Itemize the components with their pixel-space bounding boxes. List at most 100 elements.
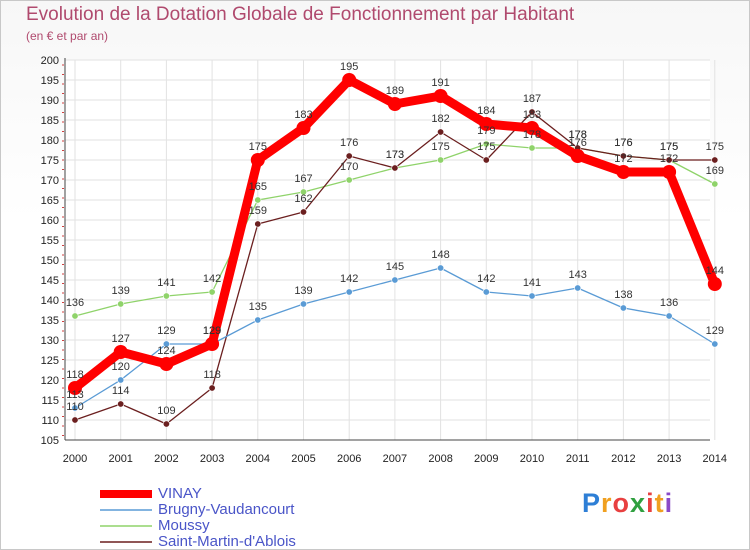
y-tick-label: 135 xyxy=(41,315,59,327)
data-point xyxy=(117,300,125,308)
data-label: 182 xyxy=(431,113,449,125)
y-tick-label: 150 xyxy=(41,255,59,267)
data-point xyxy=(433,89,448,103)
data-label: 183 xyxy=(294,109,312,121)
data-label: 129 xyxy=(203,325,221,337)
data-point xyxy=(707,277,722,291)
data-point xyxy=(662,165,677,179)
data-point xyxy=(616,165,631,179)
data-label: 191 xyxy=(431,77,449,89)
data-point xyxy=(391,164,399,172)
data-point xyxy=(159,357,174,371)
data-label: 114 xyxy=(112,385,130,397)
data-label: 142 xyxy=(340,273,358,285)
legend-swatch-vinay xyxy=(100,490,152,498)
data-label: 159 xyxy=(249,205,267,217)
data-point xyxy=(619,152,627,160)
legend-label-vinay: VINAY xyxy=(158,485,202,502)
data-point xyxy=(250,153,265,167)
y-tick-label: 130 xyxy=(41,335,59,347)
data-label: 178 xyxy=(569,129,587,141)
y-tick-label: 165 xyxy=(41,195,59,207)
data-point xyxy=(342,73,357,87)
data-label: 136 xyxy=(660,297,678,309)
data-point xyxy=(525,121,539,135)
legend-label-saint-martin: Saint-Martin-d'Ablois xyxy=(158,533,296,550)
data-point xyxy=(665,156,673,164)
data-point xyxy=(528,292,536,300)
logo-letter: P xyxy=(582,488,602,518)
logo-letter: i xyxy=(646,488,655,518)
data-point xyxy=(482,156,490,164)
data-label: 135 xyxy=(249,301,267,313)
data-label: 138 xyxy=(614,289,632,301)
data-point xyxy=(711,340,719,348)
legend-swatch-brugny xyxy=(100,509,152,511)
data-label: 139 xyxy=(112,285,130,297)
data-label: 129 xyxy=(157,325,175,337)
data-label: 118 xyxy=(203,369,221,381)
data-point xyxy=(299,208,307,216)
data-label: 118 xyxy=(66,369,84,381)
x-tick-label: 2000 xyxy=(63,453,87,465)
data-label: 169 xyxy=(706,165,724,177)
logo-letter: r xyxy=(601,488,613,518)
x-tick-label: 2012 xyxy=(611,453,635,465)
data-point xyxy=(437,128,445,136)
data-point xyxy=(113,345,128,359)
data-label: 175 xyxy=(660,141,678,153)
y-tick-label: 120 xyxy=(41,375,59,387)
data-point xyxy=(711,156,719,164)
data-point xyxy=(665,312,673,320)
data-point xyxy=(528,108,536,116)
data-point xyxy=(296,121,311,135)
data-point xyxy=(391,276,399,284)
data-label: 143 xyxy=(569,269,587,281)
data-label: 173 xyxy=(386,149,404,161)
y-tick-label: 115 xyxy=(41,395,59,407)
y-tick-label: 155 xyxy=(41,235,59,247)
chart-title: Evolution de la Dotation Globale de Fonc… xyxy=(26,4,575,25)
data-label: 173 xyxy=(386,149,404,161)
data-label: 175 xyxy=(660,141,678,153)
data-point xyxy=(528,144,536,152)
data-point xyxy=(68,381,82,395)
data-point xyxy=(479,117,494,131)
legend-label-brugny: Brugny-Vaudancourt xyxy=(158,501,295,518)
x-tick-label: 2009 xyxy=(474,453,498,465)
data-label: 178 xyxy=(523,129,541,141)
data-label: 172 xyxy=(614,153,632,165)
y-tick-label: 200 xyxy=(41,55,59,67)
legend-swatch-saint-martin xyxy=(100,541,152,543)
logo-letter: i xyxy=(664,488,674,518)
data-label: 148 xyxy=(431,249,449,261)
data-label: 141 xyxy=(157,277,175,289)
x-tick-label: 2007 xyxy=(383,453,407,465)
data-label: 113 xyxy=(66,389,84,401)
data-label: 195 xyxy=(340,61,358,73)
x-tick-label: 2013 xyxy=(657,453,681,465)
data-point xyxy=(117,400,125,408)
data-label: 175 xyxy=(431,141,449,153)
data-point xyxy=(437,264,445,272)
data-label: 184 xyxy=(477,105,495,117)
data-label: 179 xyxy=(477,125,495,137)
data-label: 175 xyxy=(249,141,267,153)
data-label: 139 xyxy=(294,285,312,297)
data-label: 172 xyxy=(660,153,678,165)
x-tick-label: 2003 xyxy=(200,453,224,465)
data-label: 110 xyxy=(66,401,84,413)
legend-item-brugny: Brugny-Vaudancourt xyxy=(100,502,296,518)
data-point xyxy=(299,300,307,308)
data-label: 145 xyxy=(386,261,404,273)
data-label: 162 xyxy=(294,193,312,205)
x-tick-label: 2008 xyxy=(428,453,452,465)
data-point xyxy=(71,416,79,424)
x-tick-label: 2001 xyxy=(108,453,132,465)
data-point xyxy=(574,284,582,292)
data-label: 136 xyxy=(66,297,84,309)
data-point xyxy=(299,188,307,196)
y-tick-label: 180 xyxy=(41,135,59,147)
data-label: 187 xyxy=(523,93,541,105)
data-point xyxy=(205,337,220,351)
